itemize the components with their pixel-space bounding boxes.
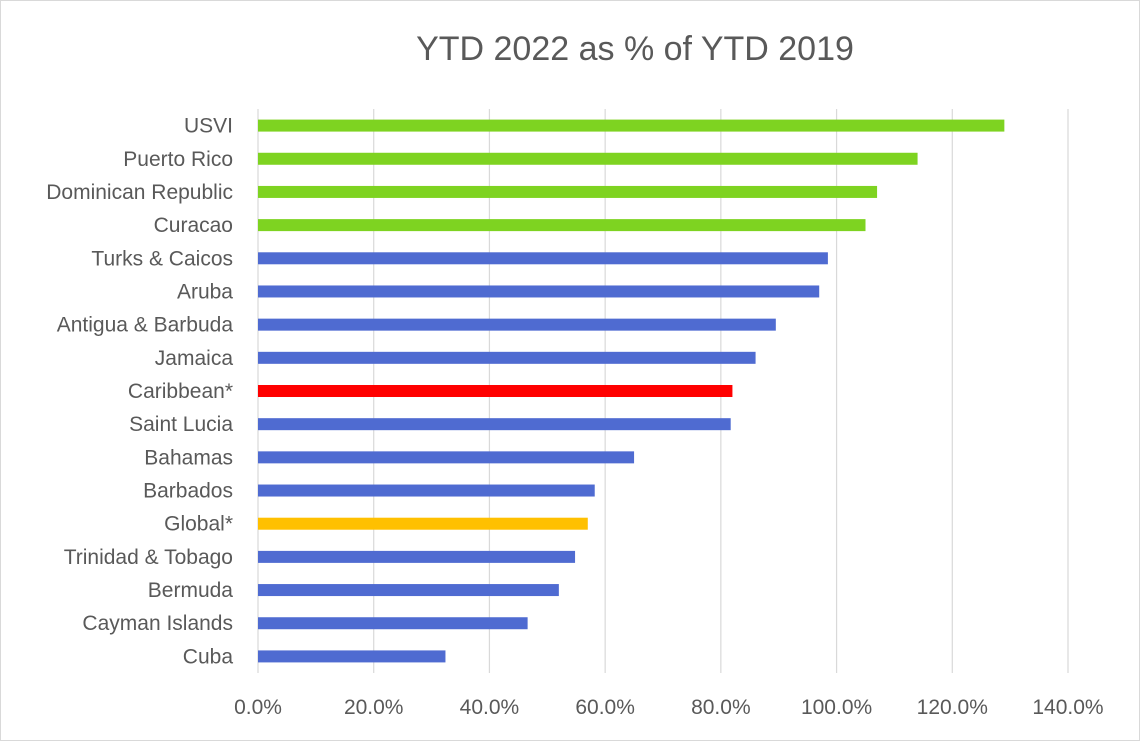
bar xyxy=(258,484,595,497)
category-label: Turks & Caicos xyxy=(91,247,233,270)
category-label: Barbados xyxy=(143,480,233,503)
category-label: Trinidad & Tobago xyxy=(64,546,233,569)
bar xyxy=(258,418,731,431)
category-label: Cayman Islands xyxy=(82,612,233,635)
bars xyxy=(258,119,1005,663)
bar xyxy=(258,351,756,364)
category-label: Caribbean* xyxy=(128,380,233,403)
bar xyxy=(258,152,918,165)
chart-title: YTD 2022 as % of YTD 2019 xyxy=(416,30,854,68)
category-label: Saint Lucia xyxy=(129,413,233,436)
x-tick-label: 60.0% xyxy=(575,696,635,719)
category-label: Bahamas xyxy=(144,446,233,469)
category-label: Bermuda xyxy=(148,579,234,602)
category-label: Curacao xyxy=(154,214,233,237)
bar xyxy=(258,219,866,232)
bar xyxy=(258,584,559,597)
bar xyxy=(258,285,820,298)
bar xyxy=(258,451,635,464)
bar xyxy=(258,119,1005,132)
category-label: Jamaica xyxy=(155,347,234,370)
category-label: Puerto Rico xyxy=(123,148,233,171)
bar xyxy=(258,617,528,630)
x-tick-label: 80.0% xyxy=(691,696,751,719)
x-tick-label: 40.0% xyxy=(460,696,520,719)
x-axis-tick-labels: 0.0% 20.0% 40.0% 60.0% 80.0% 100.0% 120.0% 140.… xyxy=(234,696,1104,719)
bar xyxy=(258,650,446,663)
category-labels: USVI Puerto Rico Dominican Republic Curacao… xyxy=(46,115,233,669)
x-tick-label: 0.0% xyxy=(234,696,282,719)
bar xyxy=(258,318,776,331)
category-label: Cuba xyxy=(183,645,234,668)
category-label: Global* xyxy=(164,513,233,536)
bar xyxy=(258,517,588,530)
x-tick-label: 20.0% xyxy=(344,696,404,719)
bar xyxy=(258,252,828,265)
x-tick-label: 140.0% xyxy=(1032,696,1103,719)
category-label: Antigua & Barbuda xyxy=(57,314,234,337)
category-label: USVI xyxy=(184,115,233,138)
x-tick-label: 120.0% xyxy=(917,696,988,719)
bar xyxy=(258,185,878,198)
category-label: Dominican Republic xyxy=(46,181,233,204)
category-label: Aruba xyxy=(177,280,233,303)
x-tick-label: 100.0% xyxy=(801,696,872,719)
bar xyxy=(258,385,733,397)
bar xyxy=(258,550,576,563)
